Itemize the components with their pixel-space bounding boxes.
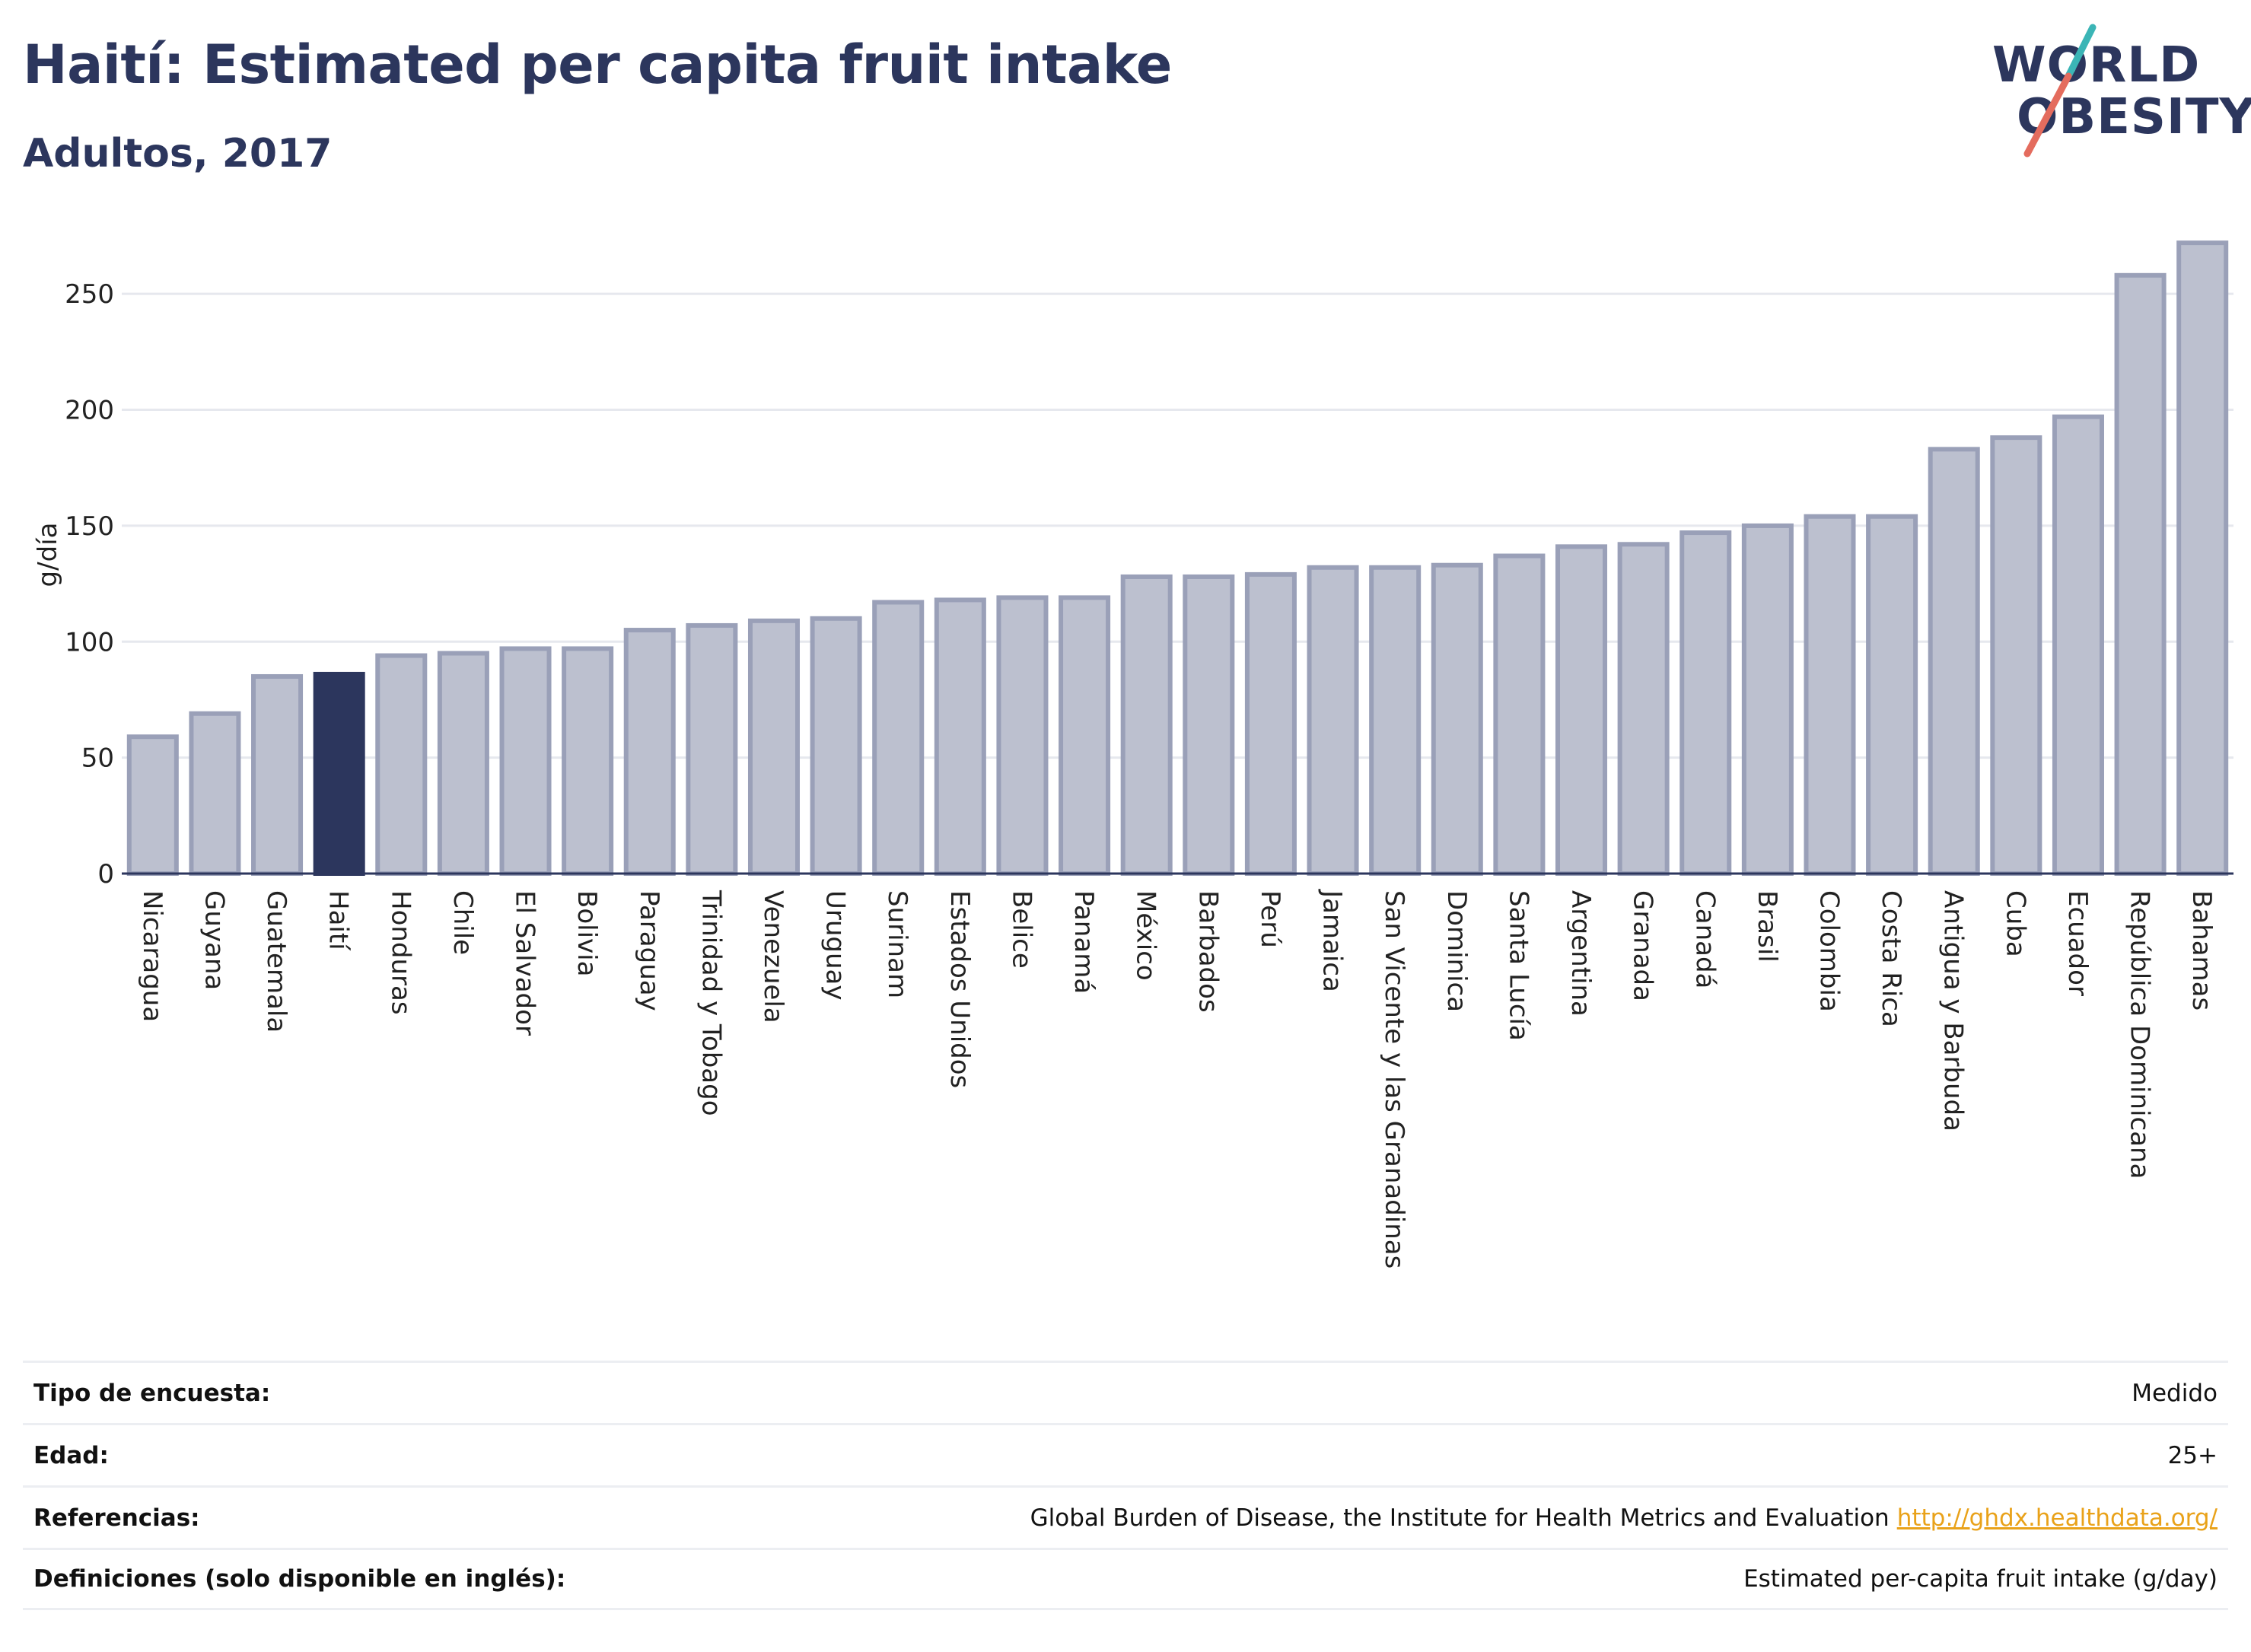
chart-title: Haití: Estimated per capita fruit intake xyxy=(23,33,1172,96)
bar xyxy=(872,600,925,877)
x-tick-label: México xyxy=(1131,890,1161,981)
x-tick-label: Bahamas xyxy=(2186,890,2217,1011)
x-tick-label: Barbados xyxy=(1192,890,1223,1013)
bar xyxy=(2052,414,2104,877)
meta-row-age: Edad: 25+ xyxy=(23,1423,2228,1485)
bar-highlighted xyxy=(313,671,365,877)
chart-subtitle: Adultos, 2017 xyxy=(23,131,333,177)
y-tick-label: 150 xyxy=(65,511,114,542)
bar xyxy=(623,628,676,876)
bar xyxy=(1555,544,1608,876)
y-axis-title: g/día xyxy=(33,523,63,587)
x-tick-label: Costa Rica xyxy=(1876,890,1906,1027)
x-tick-label: San Vicente y las Granadinas xyxy=(1379,890,1409,1268)
x-tick-label: Brasil xyxy=(1752,890,1782,963)
bar xyxy=(1244,571,1297,876)
meta-key: Edad: xyxy=(33,1441,109,1469)
bar xyxy=(499,646,552,876)
bar xyxy=(1928,447,1980,876)
bar xyxy=(810,616,862,876)
meta-value: Global Burden of Disease, the Institute … xyxy=(1030,1504,2218,1532)
bar xyxy=(996,595,1049,877)
bar xyxy=(1493,553,1546,876)
bar xyxy=(1617,542,1670,876)
x-tick-label: El Salvador xyxy=(510,890,540,1036)
reference-link[interactable]: http://ghdx.healthdata.org/ xyxy=(1896,1504,2218,1532)
x-tick-label: Honduras xyxy=(385,890,415,1015)
bar xyxy=(1183,574,1235,876)
x-tick-label: Bolivia xyxy=(572,890,602,976)
x-tick-label: Guyana xyxy=(199,890,229,990)
y-tick-label: 0 xyxy=(97,859,114,890)
bar xyxy=(1990,435,2042,876)
bar xyxy=(562,646,614,876)
bar xyxy=(934,597,986,876)
bar xyxy=(1866,514,1918,876)
x-tick-label: Canadá xyxy=(1689,890,1720,988)
x-tick-label: Perú xyxy=(1255,890,1285,948)
meta-value: 25+ xyxy=(2167,1441,2218,1469)
meta-key: Definiciones (solo disponible en inglés)… xyxy=(33,1565,566,1593)
meta-row-definitions: Definiciones (solo disponible en inglés)… xyxy=(23,1548,2228,1610)
x-tick-label: Jamaica xyxy=(1317,889,1348,992)
metadata-table: Tipo de encuesta: Medido Edad: 25+ Refer… xyxy=(23,1361,2228,1610)
x-tick-label: Ecuador xyxy=(2062,890,2093,996)
x-tick-label: Chile xyxy=(447,890,478,955)
y-tick-label: 200 xyxy=(65,396,114,426)
bar xyxy=(1741,523,1794,876)
bar xyxy=(1059,595,1111,877)
x-tick-label: Panamá xyxy=(1068,890,1099,994)
reference-text: Global Burden of Disease, the Institute … xyxy=(1030,1504,1890,1532)
x-tick-label: Santa Lucía xyxy=(1503,890,1533,1041)
bar xyxy=(747,618,800,877)
x-tick-label: Venezuela xyxy=(758,890,788,1023)
x-tick-label: República Dominicana xyxy=(2125,890,2155,1179)
logo-word-world: WORLD xyxy=(1992,37,2201,94)
bar xyxy=(686,622,738,877)
x-tick-label: Paraguay xyxy=(634,890,664,1011)
bar-chart: 0 50 100 150 200 250 g/día Nicaragua Guyana Gua… xyxy=(33,240,2233,1268)
x-tick-label: Argentina xyxy=(1565,890,1596,1017)
bars xyxy=(126,240,2229,877)
logo-slash-icon xyxy=(2023,24,2097,158)
bar xyxy=(375,653,428,876)
y-tick-label: 100 xyxy=(65,627,114,657)
x-axis-labels: Nicaragua Guyana Guatemala Haití Honduras Chi… xyxy=(137,889,2217,1268)
bar xyxy=(1431,562,1483,876)
bar xyxy=(1679,530,1732,876)
x-tick-label: Belice xyxy=(1006,890,1036,969)
y-tick-label: 50 xyxy=(81,743,114,774)
bar xyxy=(2176,240,2229,876)
x-tick-label: Granada xyxy=(1628,890,1658,1001)
x-tick-label: Cuba xyxy=(2000,890,2030,957)
meta-value: Estimated per-capita fruit intake (g/day… xyxy=(1743,1565,2218,1593)
x-tick-label: Surinam xyxy=(882,890,912,998)
meta-key: Tipo de encuesta: xyxy=(33,1379,271,1407)
y-axis-ticks: 0 50 100 150 200 250 xyxy=(65,279,114,890)
y-tick-label: 250 xyxy=(65,279,114,310)
meta-row-references: Referencias: Global Burden of Disease, t… xyxy=(23,1485,2228,1548)
bar xyxy=(126,734,179,877)
bar xyxy=(2114,272,2167,876)
bar xyxy=(189,711,241,876)
x-tick-label: Dominica xyxy=(1441,890,1472,1012)
x-tick-label: Antigua y Barbuda xyxy=(1938,890,1969,1132)
meta-key: Referencias: xyxy=(33,1504,200,1532)
bar xyxy=(251,673,304,876)
bar xyxy=(1120,574,1173,876)
bar xyxy=(437,651,489,876)
bar xyxy=(1307,565,1359,876)
x-tick-label: Haití xyxy=(323,890,354,951)
meta-value: Medido xyxy=(2132,1379,2218,1407)
x-tick-label: Estados Unidos xyxy=(944,890,975,1088)
x-tick-label: Uruguay xyxy=(820,890,851,1001)
x-tick-label: Trinidad y Tobago xyxy=(696,890,726,1116)
x-tick-label: Nicaragua xyxy=(137,890,167,1022)
x-tick-label: Colombia xyxy=(1813,890,1844,1012)
world-obesity-logo: WORLD OBESITY xyxy=(1979,23,2251,160)
bar xyxy=(1369,565,1422,876)
meta-row-survey-type: Tipo de encuesta: Medido xyxy=(23,1361,2228,1423)
x-tick-label: Guatemala xyxy=(261,890,291,1033)
bar xyxy=(1804,514,1856,876)
